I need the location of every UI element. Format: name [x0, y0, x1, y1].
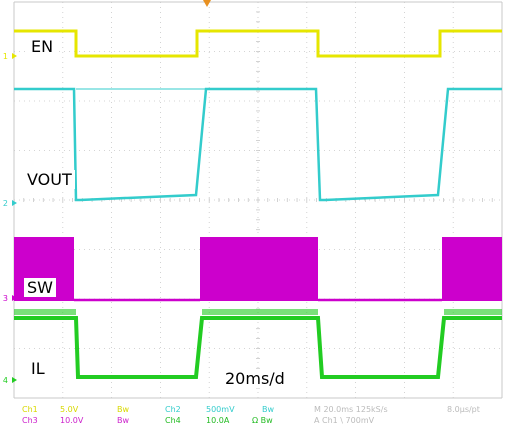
en-trace-label: EN	[28, 37, 57, 56]
ch4-bandwidth: Ω Bw	[252, 416, 273, 425]
ch3-name: Ch3	[22, 416, 38, 425]
horizontal-settings: M 20.0ms 125kS/s	[314, 405, 388, 414]
ch4-marker-number: 4	[3, 376, 8, 385]
record-resolution: 8.0µs/pt	[447, 405, 480, 414]
ch1-name: Ch1	[22, 405, 38, 414]
ch3-ground-marker[interactable]: 3	[3, 294, 17, 303]
trigger-settings: A Ch1 \ 700mV	[314, 416, 375, 425]
ch4-name: Ch4	[165, 416, 181, 425]
ch2-ground-marker[interactable]: 2	[3, 199, 17, 208]
ch2-name: Ch2	[165, 405, 181, 414]
ch1-bandwidth: Bw	[117, 405, 130, 414]
vout-trace-label: VOUT	[24, 170, 75, 189]
ch4-scale: 10.0A	[206, 416, 230, 425]
ch3-marker-number: 3	[3, 294, 8, 303]
ch1-scale: 5.0V	[60, 405, 79, 414]
ch2-scale: 500mV	[206, 405, 235, 414]
ch2-marker-number: 2	[3, 199, 8, 208]
ch1-marker-number: 1	[3, 52, 8, 61]
en-waveform	[14, 29, 502, 58]
il-waveform	[14, 316, 502, 379]
sw-trace-label: SW	[24, 278, 56, 297]
sw-switching-band	[442, 237, 502, 301]
ch1-ground-marker[interactable]: 1	[3, 52, 17, 61]
ch2-bandwidth: Bw	[262, 405, 275, 414]
il-trace-label: IL	[28, 359, 48, 378]
ch3-bandwidth: Bw	[117, 416, 130, 425]
sw-switching-band	[200, 237, 318, 301]
ch4-ground-marker[interactable]: 4	[3, 376, 17, 385]
trigger-position-marker	[203, 0, 211, 7]
graticule	[13, 1, 503, 399]
channel-markers: 1 2 3 4	[3, 52, 17, 385]
timebase-label: 20ms/d	[222, 369, 288, 388]
ch3-scale: 10.0V	[60, 416, 84, 425]
